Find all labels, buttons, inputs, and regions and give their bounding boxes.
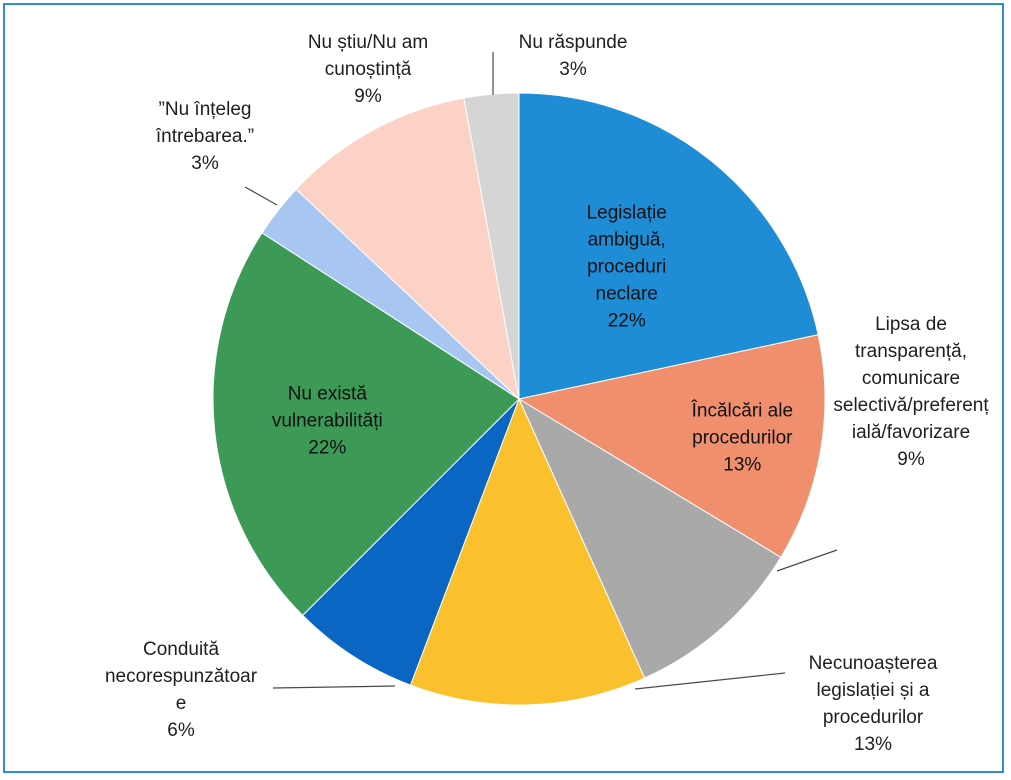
slice-label-line: e	[176, 693, 187, 714]
slice-label-line: ială/favorizare	[852, 422, 970, 443]
slice-percent-2: 13%	[723, 454, 761, 475]
slice-label-line: întrebarea.”	[155, 126, 254, 147]
slice-percent-1: 22%	[608, 311, 646, 332]
slice-label-line: procedurilor	[823, 707, 924, 728]
slice-percent-5: 6%	[167, 720, 195, 741]
pie-slice-2	[517, 334, 826, 558]
pie-slice-5	[301, 398, 520, 686]
slice-label-line: Legislație	[587, 203, 667, 224]
pie-chart: Legislație ambiguă, proceduri neclare 22% Înc…	[105, 32, 989, 755]
slice-percent-3: 9%	[897, 449, 925, 470]
slice-label-line: proceduri	[587, 257, 666, 278]
slice-label-line: ”Nu înțeleg	[159, 99, 252, 120]
slice-label-line: Nu știu/Nu am	[308, 32, 428, 53]
slice-label-6: Nu există vulnerabilități 22%	[272, 383, 383, 458]
slice-percent-9: 3%	[559, 59, 587, 80]
slice-label-line: comunicare	[862, 368, 960, 389]
slice-label-line: cunoștință	[325, 59, 412, 80]
pie-slice-1	[518, 92, 819, 400]
slice-label-line: transparență,	[855, 341, 967, 362]
slice-label-1: Legislație ambiguă, proceduri neclare 22%	[587, 203, 667, 332]
leader-line-3	[776, 549, 838, 572]
slice-percent-8: 9%	[354, 86, 382, 107]
leader-line-7	[244, 186, 278, 206]
leader-line-5	[272, 685, 396, 689]
slice-percent-7: 3%	[191, 153, 219, 174]
slice-label-5: Conduită necorespunzătoar e 6%	[105, 639, 258, 741]
slice-label-line: ambiguă,	[588, 230, 666, 251]
pie-slice-6	[212, 232, 520, 617]
slice-label-9: Nu răspunde 3%	[519, 32, 628, 80]
slice-label-line: neclare	[596, 284, 658, 305]
slice-label-3: Lipsa de transparență, comunicare selectivă…	[833, 314, 989, 470]
chart-frame: Legislație ambiguă, proceduri neclare 22% Înc…	[3, 3, 1004, 773]
slice-label-8: Nu știu/Nu am cunoștință 9%	[308, 32, 428, 107]
slice-label-line: Necunoașterea	[809, 653, 938, 674]
slice-percent-4: 13%	[854, 734, 892, 755]
slice-label-line: selectivă/preferenț	[833, 395, 989, 416]
slice-label-7: ”Nu înțeleg întrebarea.” 3%	[155, 99, 254, 174]
slice-label-line: Încălcări ale	[691, 399, 793, 421]
slice-label-line: legislației și a	[817, 680, 930, 701]
pie-slice-4	[409, 397, 646, 706]
slice-label-line: procedurilor	[692, 427, 793, 448]
slice-label-line: Nu există	[288, 383, 368, 404]
slice-label-line: vulnerabilități	[272, 410, 383, 431]
slice-label-line: Conduită	[143, 639, 219, 660]
slice-label-4: Necunoașterea legislației și a procedurilo…	[809, 653, 938, 755]
slice-percent-6: 22%	[308, 437, 346, 458]
pie-slice-3	[517, 397, 782, 679]
pie-slice-8	[295, 97, 520, 401]
slice-label-2: Încălcări ale procedurilor 13%	[691, 399, 794, 475]
slice-label-line: Lipsa de	[875, 314, 947, 335]
slice-label-line: Nu răspunde	[519, 32, 628, 53]
leader-line-4	[634, 672, 786, 690]
slice-label-line: necorespunzătoar	[105, 666, 258, 687]
pie-slice-9	[463, 92, 520, 400]
